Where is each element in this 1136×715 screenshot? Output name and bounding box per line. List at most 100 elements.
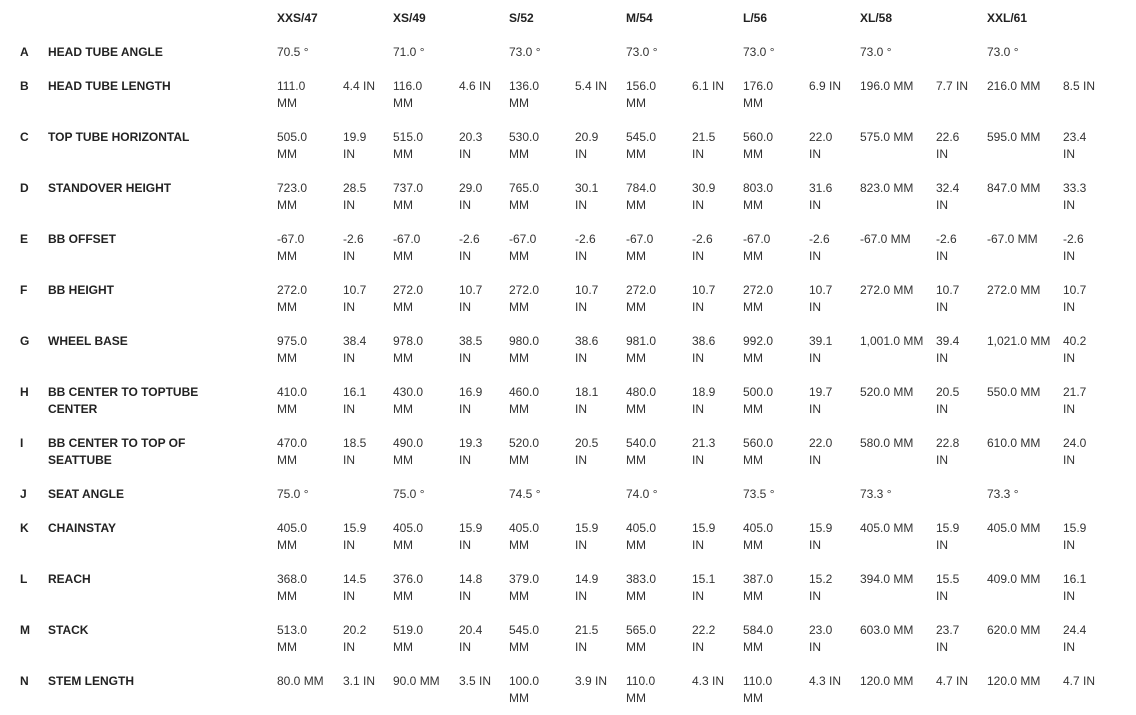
value-mm: 73.0 ° [626,45,658,59]
value-mm: 216.0 MM [987,79,1041,93]
value-in: 8.5 IN [1063,79,1096,93]
value-in: -2.6 IN [692,232,713,263]
value-mm: 992.0 MM [743,334,774,365]
value-in: 15.9 IN [459,521,483,552]
row-letter: E [20,232,29,246]
size-header: XXS/47 [277,11,318,25]
value-in: 15.9 IN [343,521,367,552]
value-in: 30.9 IN [692,181,716,212]
value-mm: 394.0 MM [860,572,914,586]
value-in: 15.9 IN [1063,521,1087,552]
value-in: 4.3 IN [692,674,725,688]
value-mm: 803.0 MM [743,181,774,212]
row-label: HEAD TUBE ANGLE [48,45,163,59]
value-in: 14.8 IN [459,572,483,603]
value-mm: 196.0 MM [860,79,914,93]
value-in: 10.7 IN [1063,283,1087,314]
value-in: 18.5 IN [343,436,367,467]
value-mm: 90.0 MM [393,674,440,688]
value-mm: 480.0 MM [626,385,657,416]
value-mm: 70.5 ° [277,45,309,59]
row-label: CHAINSTAY [48,521,117,535]
value-mm: 405.0 MM [860,521,914,535]
value-mm: 116.0 MM [393,79,423,110]
value-in: 20.5 IN [575,436,599,467]
value-in: 4.7 IN [936,674,969,688]
value-in: 4.4 IN [343,79,376,93]
value-in: 6.9 IN [809,79,842,93]
value-mm: 610.0 MM [987,436,1041,450]
row-letter: C [20,130,29,144]
value-in: 23.4 IN [1063,130,1087,161]
value-mm: 584.0 MM [743,623,774,654]
value-mm: 620.0 MM [987,623,1041,637]
value-in: 33.3 IN [1063,181,1087,212]
value-in: 22.2 IN [692,623,716,654]
value-mm: 575.0 MM [860,130,914,144]
value-mm: 1,021.0 MM [987,334,1051,348]
value-in: 20.9 IN [575,130,599,161]
value-in: 38.4 IN [343,334,367,365]
value-mm: 784.0 MM [626,181,657,212]
value-in: 20.2 IN [343,623,367,654]
value-in: 38.5 IN [459,334,483,365]
value-in: 3.5 IN [459,674,492,688]
value-mm: 272.0 MM [987,283,1041,297]
value-mm: 500.0 MM [743,385,774,416]
row-letter: H [20,385,29,399]
value-mm: 737.0 MM [393,181,424,212]
value-mm: 73.0 ° [860,45,892,59]
size-header: XL/58 [860,11,893,25]
row-letter: A [20,45,29,59]
value-mm: 272.0 MM [393,283,424,314]
value-mm: 110.0 MM [743,674,773,705]
row-label: REACH [48,572,91,586]
value-in: 22.0 IN [809,436,833,467]
value-mm: 100.0 MM [509,674,540,705]
row-letter: N [20,674,29,688]
value-in: 10.7 IN [692,283,716,314]
value-in: 4.3 IN [809,674,842,688]
value-mm: -67.0 MM [626,232,654,263]
value-in: 10.7 IN [809,283,833,314]
value-in: 15.9 IN [692,521,716,552]
value-mm: 530.0 MM [509,130,540,161]
value-in: 24.4 IN [1063,623,1087,654]
value-in: 20.5 IN [936,385,960,416]
row-letter: M [20,623,30,637]
size-header: L/56 [743,11,768,25]
value-in: 7.7 IN [936,79,969,93]
value-mm: 980.0 MM [509,334,540,365]
value-in: 10.7 IN [575,283,599,314]
value-in: 20.4 IN [459,623,483,654]
value-mm: 823.0 MM [860,181,914,195]
value-in: 31.6 IN [809,181,833,212]
value-mm: 470.0 MM [277,436,308,467]
value-mm: 513.0 MM [277,623,308,654]
value-mm: 75.0 ° [393,487,425,501]
value-in: -2.6 IN [575,232,596,263]
value-mm: 580.0 MM [860,436,914,450]
value-in: -2.6 IN [459,232,480,263]
row-label: WHEEL BASE [48,334,128,348]
row-label: BB OFFSET [48,232,116,246]
row-letter: J [20,487,27,501]
value-mm: 430.0 MM [393,385,424,416]
value-mm: 272.0 MM [743,283,774,314]
value-mm: 723.0 MM [277,181,308,212]
row-label: BB CENTER TO TOP OF SEATTUBE [48,436,186,467]
value-mm: 176.0 MM [743,79,774,110]
value-mm: 272.0 MM [277,283,308,314]
row-letter: I [20,436,24,450]
value-mm: 120.0 MM [987,674,1041,688]
value-mm: 272.0 MM [626,283,657,314]
value-in: 18.9 IN [692,385,716,416]
value-in: 14.9 IN [575,572,599,603]
value-in: 10.7 IN [936,283,960,314]
value-in: 19.7 IN [809,385,833,416]
value-mm: 405.0 MM [393,521,424,552]
value-mm: 975.0 MM [277,334,308,365]
value-mm: 368.0 MM [277,572,308,603]
value-mm: 405.0 MM [743,521,774,552]
